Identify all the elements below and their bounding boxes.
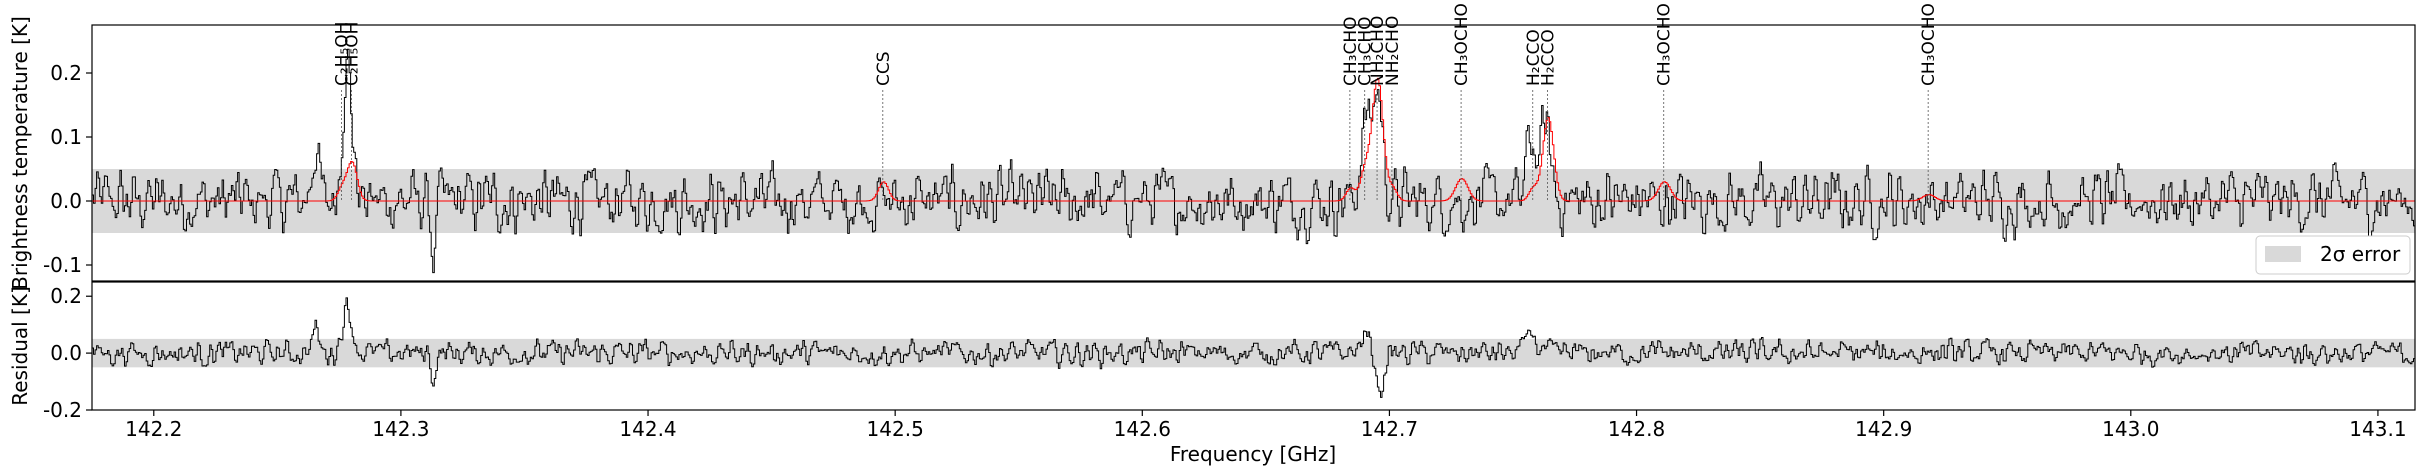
x-tick-label: 143.1 [2349, 417, 2406, 441]
line-marker-label: CH₃OCHO [1919, 3, 1939, 86]
bottom-y-axis-label: Residual [K] [8, 286, 32, 406]
bottom-plot-frame [91, 281, 2416, 411]
residual-line [92, 297, 2415, 398]
x-tick-label: 142.4 [619, 417, 676, 441]
y-tick-label: -0.1 [43, 253, 82, 277]
x-ticks: 142.2 142.3 142.4 142.5 142.6 142.7 142.8 142.9… [125, 410, 2407, 441]
bottom-y-ticks: -0.2 0.0 0.2 [43, 284, 92, 422]
line-marker-label: CCS [874, 51, 894, 86]
x-tick-label: 142.7 [1361, 417, 1418, 441]
bottom-panel: -0.20.00.2 142.2 142.3 142.4 142.5 142.6 142.… [8, 281, 2416, 466]
y-tick-label: 0.2 [50, 61, 82, 85]
y-tick-label: 0.0 [50, 189, 82, 213]
y-tick-label: 0.0 [50, 341, 82, 365]
line-marker-label: NH₂CHO [1383, 16, 1403, 86]
y-tick-label: -0.2 [43, 398, 82, 422]
observed-spectrum-line [92, 48, 2415, 274]
y-tick-label: 0.1 [50, 125, 82, 149]
line-marker-label: NH₂CHO [1368, 16, 1388, 86]
line-marker-label: C₂H₅OH [333, 22, 353, 86]
legend-label: 2σ error [2320, 242, 2401, 266]
x-tick-label: 142.2 [125, 417, 182, 441]
line-marker-label: C₂H₅OH [343, 22, 363, 86]
line-marker-label: H₂CCO [1524, 29, 1544, 86]
legend: 2σ error [2255, 235, 2411, 275]
top-y-axis-label: Brightness temperature [K] [8, 16, 32, 290]
line-marker-label: CH₃CHO [1341, 16, 1361, 86]
line-marker-label: H₂CCO [1539, 29, 1559, 86]
line-marker-label: CH₃CHO [1356, 16, 1376, 86]
top-plot-frame [91, 24, 2416, 282]
x-tick-label: 142.8 [1608, 417, 1665, 441]
legend-swatch [2265, 246, 2301, 262]
x-tick-label: 143.0 [2102, 417, 2159, 441]
line-marker-label: CH₃OCHO [1655, 3, 1675, 86]
x-axis-label: Frequency [GHz] [1170, 442, 1336, 466]
x-tick-label: 142.3 [372, 417, 429, 441]
model-spectrum-line [92, 77, 2415, 202]
top-y-ticks: -0.1 0.0 0.1 0.2 [43, 61, 92, 277]
line-marker-label: CH₃OCHO [1452, 3, 1472, 86]
y-tick-label: 0.2 [50, 284, 82, 308]
x-tick-label: 142.5 [867, 417, 924, 441]
x-tick-label: 142.9 [1855, 417, 1912, 441]
x-tick-label: 142.6 [1114, 417, 1171, 441]
